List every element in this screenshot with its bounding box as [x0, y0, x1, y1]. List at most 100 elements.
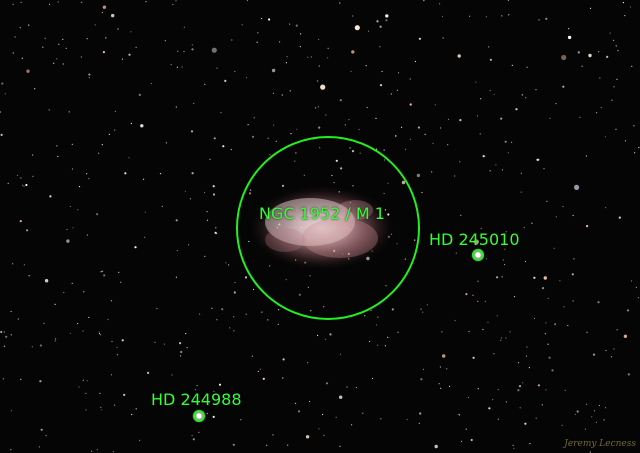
background-star — [282, 377, 284, 379]
background-star — [364, 315, 366, 317]
background-star — [524, 422, 527, 425]
background-star — [40, 428, 43, 431]
background-star — [366, 106, 368, 109]
background-star — [376, 20, 379, 23]
background-star — [98, 332, 101, 335]
background-star — [485, 16, 488, 18]
background-star — [58, 43, 60, 45]
background-star — [281, 184, 285, 187]
background-star — [177, 50, 179, 52]
background-star — [55, 338, 57, 340]
background-star — [439, 3, 441, 5]
background-star — [48, 109, 50, 111]
background-star — [213, 390, 215, 392]
background-star — [91, 450, 93, 452]
background-star — [568, 28, 570, 30]
background-star — [191, 44, 193, 46]
background-star — [586, 225, 589, 228]
background-star — [135, 46, 137, 48]
background-star — [287, 444, 289, 446]
background-star — [595, 421, 598, 423]
background-star — [414, 239, 416, 241]
background-star — [377, 344, 379, 346]
background-star — [624, 15, 626, 17]
background-star — [62, 63, 64, 65]
background-star — [505, 231, 507, 233]
background-star — [571, 273, 574, 276]
background-star — [480, 227, 482, 230]
background-star — [375, 117, 377, 119]
background-star — [472, 294, 474, 296]
background-star — [383, 149, 385, 151]
background-star — [396, 243, 398, 245]
background-star — [31, 154, 34, 156]
background-star — [183, 50, 185, 53]
background-star — [233, 291, 236, 294]
background-star — [215, 227, 217, 229]
background-star — [404, 258, 406, 260]
background-star — [240, 419, 242, 421]
background-star — [183, 26, 185, 28]
background-star — [138, 93, 141, 96]
background-star — [285, 279, 287, 281]
background-star — [604, 136, 607, 138]
background-star — [365, 65, 367, 67]
background-star — [0, 330, 3, 334]
background-star — [586, 331, 588, 333]
background-star — [57, 1, 59, 3]
background-star — [354, 25, 360, 31]
background-star — [175, 0, 177, 2]
background-star — [286, 56, 288, 58]
background-star — [214, 231, 217, 234]
background-star — [71, 168, 74, 170]
background-star — [504, 248, 506, 250]
background-star — [545, 17, 548, 20]
background-star — [489, 89, 491, 92]
background-star — [314, 107, 317, 109]
background-star — [250, 189, 252, 191]
background-star — [442, 354, 446, 358]
background-star — [414, 60, 416, 63]
background-star — [561, 424, 563, 426]
background-star — [409, 78, 411, 80]
background-star — [538, 19, 540, 21]
background-star — [593, 410, 596, 412]
background-star — [477, 280, 479, 282]
background-star — [617, 50, 619, 52]
background-star — [547, 343, 549, 345]
background-star — [83, 291, 85, 293]
background-star — [434, 104, 436, 106]
background-star — [598, 51, 600, 53]
background-star — [279, 41, 281, 43]
background-star — [502, 259, 504, 261]
background-star — [268, 18, 271, 21]
background-star — [85, 409, 87, 411]
background-star — [440, 387, 442, 389]
background-star — [54, 303, 56, 305]
background-star — [44, 37, 46, 40]
background-star — [204, 83, 206, 85]
background-star — [164, 40, 166, 42]
background-star — [387, 336, 389, 338]
background-star — [362, 412, 364, 414]
background-star — [507, 152, 509, 154]
background-star — [234, 281, 236, 284]
background-star — [299, 46, 301, 48]
background-star — [23, 264, 25, 266]
background-star — [77, 323, 79, 325]
background-star — [199, 313, 201, 315]
background-star — [303, 174, 305, 176]
background-star — [589, 7, 592, 9]
background-star — [57, 155, 59, 158]
background-star — [206, 412, 208, 415]
background-star — [489, 170, 491, 172]
background-star — [520, 191, 522, 193]
background-star — [310, 56, 312, 58]
background-star — [383, 159, 386, 161]
background-star — [171, 374, 173, 376]
background-star — [385, 14, 389, 18]
background-star — [572, 214, 574, 217]
background-star — [309, 275, 311, 277]
background-star — [99, 392, 101, 394]
background-star — [85, 392, 87, 394]
